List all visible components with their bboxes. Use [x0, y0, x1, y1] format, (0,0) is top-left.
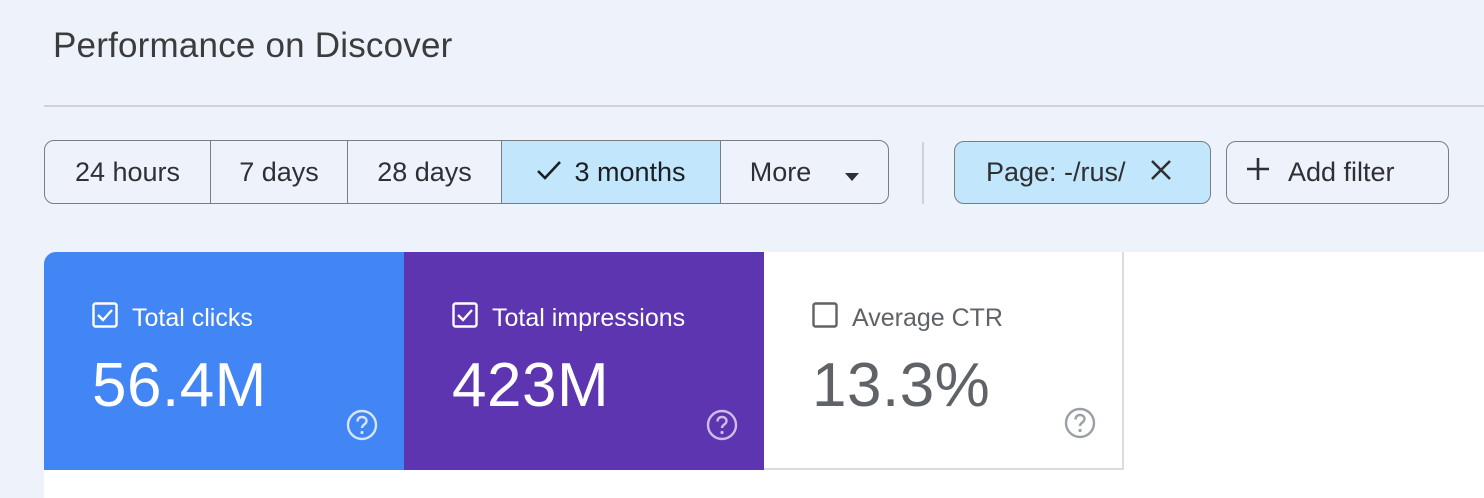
close-icon[interactable]: [1150, 157, 1172, 188]
help-icon[interactable]: [346, 409, 378, 446]
total-clicks-label: Total clicks: [132, 304, 253, 332]
total-impressions-label: Total impressions: [492, 304, 686, 332]
check-icon: [536, 157, 562, 188]
checkbox-unchecked-icon[interactable]: [812, 302, 838, 335]
add-filter-label: Add filter: [1288, 157, 1395, 187]
card-panel-background: [1124, 252, 1484, 498]
range-3-months-button[interactable]: 3 months: [502, 141, 721, 203]
range-3-months-label: 3 months: [574, 156, 686, 187]
total-clicks-card[interactable]: Total clicks 56.4M: [44, 252, 404, 470]
range-28-days-label: 28 days: [377, 156, 472, 187]
total-clicks-value: 56.4M: [92, 351, 267, 420]
total-impressions-card[interactable]: Total impressions 423M: [404, 252, 764, 470]
plus-icon: [1246, 157, 1270, 188]
page-filter-chip[interactable]: Page: -/rus/: [954, 141, 1211, 204]
page-title: Performance on Discover: [53, 26, 453, 65]
add-filter-button[interactable]: Add filter: [1226, 141, 1449, 204]
range-7-days-label: 7 days: [239, 156, 319, 187]
average-ctr-label: Average CTR: [852, 304, 1003, 332]
range-24-hours-button[interactable]: 24 hours: [45, 141, 211, 203]
date-range-selector: 24 hours 7 days 28 days 3 months More: [44, 140, 889, 204]
range-7-days-button[interactable]: 7 days: [211, 141, 348, 203]
average-ctr-value: 13.3%: [812, 351, 991, 420]
range-24-hours-label: 24 hours: [74, 156, 181, 187]
total-impressions-value: 423M: [452, 351, 610, 420]
checkbox-checked-icon[interactable]: [92, 302, 118, 335]
range-more-label: More: [749, 156, 812, 187]
dropdown-arrow-icon: [845, 157, 860, 188]
help-icon[interactable]: [1064, 407, 1096, 444]
range-more-button[interactable]: More: [721, 141, 888, 203]
range-28-days-button[interactable]: 28 days: [348, 141, 502, 203]
page-filter-label: Page: -/rus/: [986, 157, 1126, 187]
toolbar-divider: [922, 142, 924, 204]
header-divider: [44, 105, 1484, 107]
checkbox-checked-icon[interactable]: [452, 302, 478, 335]
help-icon[interactable]: [706, 409, 738, 446]
average-ctr-card[interactable]: Average CTR 13.3%: [764, 252, 1124, 470]
card-panel-bottom: [44, 470, 1484, 498]
